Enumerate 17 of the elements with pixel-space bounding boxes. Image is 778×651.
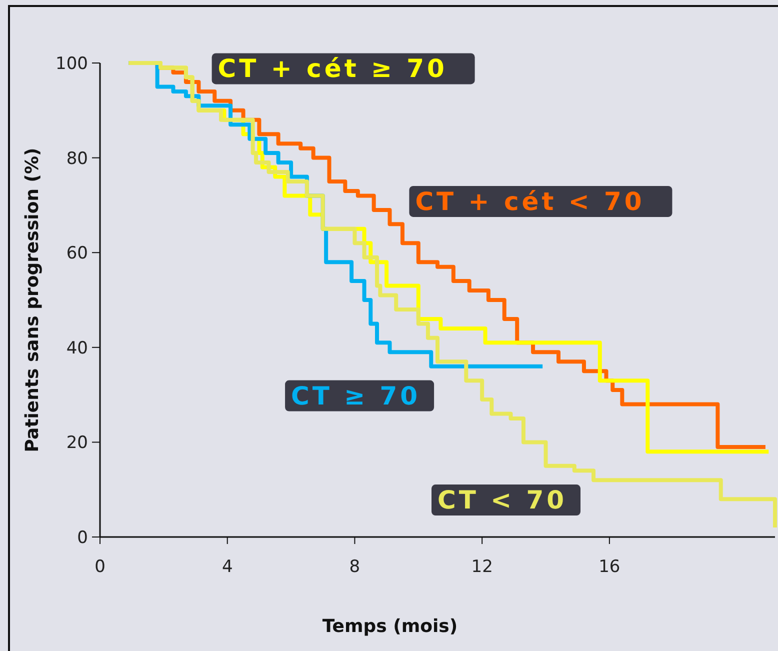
x-tick-label: 0	[94, 557, 106, 577]
x-tick-label: 12	[471, 557, 493, 577]
series-label: CT + cét < 70	[415, 186, 645, 216]
y-axis-title: Patients sans progression (%)	[22, 148, 43, 452]
x-tick-label: 16	[598, 557, 620, 577]
y-tick-label: 60	[66, 244, 88, 264]
x-axis-title: Temps (mois)	[322, 616, 458, 637]
x-tick-label: 8	[349, 557, 360, 577]
x-tick-label: 4	[222, 557, 233, 577]
y-tick-label: 100	[56, 54, 88, 74]
series-label: CT + cét ≥ 70	[218, 54, 448, 84]
series-label: CT < 70	[438, 486, 568, 515]
series-label: CT ≥ 70	[291, 381, 421, 410]
y-tick-label: 0	[77, 528, 88, 548]
y-tick-label: 80	[66, 148, 88, 169]
y-tick-label: 40	[66, 338, 88, 358]
y-tick-label: 20	[66, 433, 88, 454]
